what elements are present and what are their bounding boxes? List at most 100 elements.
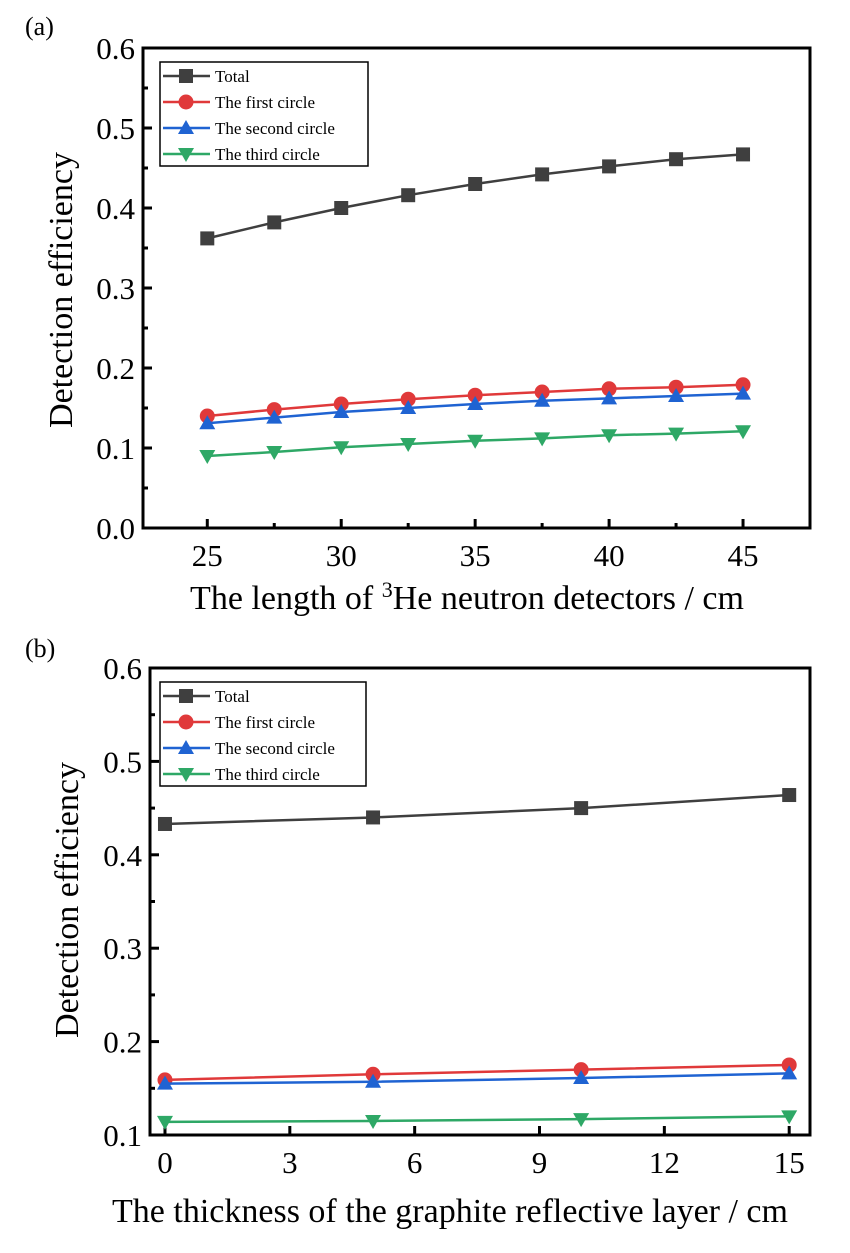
series-total bbox=[157, 788, 797, 831]
legend-box bbox=[159, 681, 367, 787]
x-tick-label: 45 bbox=[728, 538, 759, 573]
y-tick-label: 0.6 bbox=[103, 651, 142, 686]
triangle-up-marker bbox=[668, 388, 685, 402]
x-axis-label-part: He neutron detectors / cm bbox=[393, 580, 744, 617]
series-the-third-circle bbox=[199, 425, 752, 464]
x-axis-label-part: The thickness of the graphite reflective… bbox=[112, 1193, 788, 1230]
triangle-up-marker bbox=[156, 1075, 173, 1090]
y-tick-label: 0.6 bbox=[96, 31, 135, 66]
circle-marker bbox=[573, 1062, 589, 1078]
series-the-third-circle bbox=[156, 1110, 798, 1130]
x-axis-label-part: The length of bbox=[190, 580, 382, 617]
x-tick-label: 35 bbox=[460, 538, 491, 573]
circle-marker bbox=[178, 714, 194, 730]
legend-label: The second circle bbox=[215, 739, 335, 758]
x-tick-label: 40 bbox=[594, 538, 625, 573]
x-tick-label: 3 bbox=[282, 1145, 298, 1180]
x-tick-label: 9 bbox=[532, 1145, 548, 1180]
y-tick-label: 0.1 bbox=[96, 431, 135, 466]
square-marker bbox=[179, 69, 193, 83]
triangle-down-marker bbox=[266, 446, 283, 460]
legend: Total The first circle The second circle Th… bbox=[159, 681, 367, 787]
triangle-up-marker bbox=[781, 1065, 798, 1080]
square-marker bbox=[179, 689, 193, 703]
square-marker bbox=[366, 810, 381, 825]
panel-a: (a) 25 30 35 40 45 0.0 0.1 0.2 0.3 0.4 0.5 0.6 Detect… bbox=[25, 12, 812, 618]
square-marker bbox=[267, 215, 282, 230]
y-tick-label: 0.4 bbox=[96, 191, 135, 226]
series-the-second-circle bbox=[199, 385, 752, 430]
square-marker bbox=[535, 167, 550, 182]
panel-label: (b) bbox=[25, 634, 55, 663]
square-marker bbox=[334, 201, 349, 215]
x-tick-label: 6 bbox=[407, 1145, 423, 1180]
plot-frame bbox=[141, 46, 812, 530]
triangle-up-marker bbox=[735, 385, 752, 400]
square-marker bbox=[782, 788, 797, 803]
series-line bbox=[206, 153, 744, 240]
series-line bbox=[164, 1063, 790, 1082]
triangle-down-marker bbox=[333, 441, 350, 456]
plot-frame bbox=[148, 666, 812, 1137]
y-tick-label: 0.5 bbox=[103, 744, 142, 779]
triangle-down-marker bbox=[735, 425, 752, 440]
triangle-up-marker bbox=[365, 1073, 382, 1088]
y-tick-label: 0.3 bbox=[96, 271, 135, 306]
y-axis-label: Detection efficiency bbox=[49, 762, 86, 1038]
square-marker bbox=[602, 159, 617, 174]
x-tick-label: 15 bbox=[774, 1145, 805, 1180]
triangle-down-marker bbox=[199, 450, 216, 464]
x-tick-label: 12 bbox=[649, 1145, 680, 1180]
square-marker bbox=[200, 231, 215, 246]
circle-marker bbox=[781, 1057, 797, 1073]
square-marker bbox=[574, 801, 589, 816]
legend-label: The third circle bbox=[215, 765, 320, 784]
x-axis-label: The thickness of the graphite reflective… bbox=[112, 1193, 788, 1230]
series-line bbox=[164, 1072, 790, 1085]
triangle-up-marker bbox=[199, 415, 216, 430]
series-the-second-circle bbox=[156, 1065, 798, 1090]
triangle-down-marker bbox=[573, 1113, 590, 1128]
y-tick-label: 0.2 bbox=[96, 351, 135, 386]
legend-label: The third circle bbox=[215, 145, 320, 164]
legend-label: Total bbox=[215, 687, 250, 706]
circle-marker bbox=[400, 391, 416, 407]
square-marker bbox=[157, 816, 172, 831]
circle-marker bbox=[735, 377, 751, 393]
circle-marker bbox=[467, 387, 483, 403]
triangle-up-marker bbox=[333, 404, 350, 418]
triangle-down-marker bbox=[178, 148, 194, 162]
circle-marker bbox=[668, 379, 684, 395]
y-axis-label: Detection efficiency bbox=[43, 152, 80, 428]
square-marker bbox=[736, 147, 751, 162]
x-tick-label: 25 bbox=[192, 538, 223, 573]
y-tick-label: 0.2 bbox=[103, 1025, 142, 1060]
series-line bbox=[164, 1115, 790, 1124]
legend-label: The first circle bbox=[215, 93, 315, 112]
legend: Total The first circle The second circle Th… bbox=[159, 61, 369, 167]
triangle-up-marker bbox=[178, 120, 194, 134]
circle-marker bbox=[534, 384, 550, 400]
triangle-down-marker bbox=[467, 434, 484, 449]
square-marker bbox=[468, 177, 483, 191]
series-total bbox=[200, 147, 751, 246]
panel-b: (b) 0 3 6 9 12 15 0.1 0.2 0.3 0.4 0.5 0.6 Detection e… bbox=[25, 634, 812, 1230]
triangle-up-marker bbox=[178, 740, 194, 754]
legend-label: The second circle bbox=[215, 119, 335, 138]
triangle-down-marker bbox=[400, 438, 417, 452]
square-marker bbox=[401, 188, 416, 203]
x-axis-label: The length of 3He neutron detectors / cm bbox=[190, 577, 744, 618]
legend-label: The first circle bbox=[215, 713, 315, 732]
triangle-up-marker bbox=[400, 400, 417, 414]
triangle-down-marker bbox=[601, 429, 618, 444]
series-line bbox=[164, 793, 790, 826]
square-marker bbox=[669, 152, 684, 167]
triangle-up-marker bbox=[534, 392, 551, 407]
legend-label: Total bbox=[215, 67, 250, 86]
x-tick-label: 30 bbox=[326, 538, 357, 573]
triangle-down-marker bbox=[178, 768, 194, 782]
x-tick-label: 0 bbox=[157, 1145, 173, 1180]
y-tick-label: 0.4 bbox=[103, 838, 142, 873]
triangle-down-marker bbox=[365, 1114, 382, 1129]
